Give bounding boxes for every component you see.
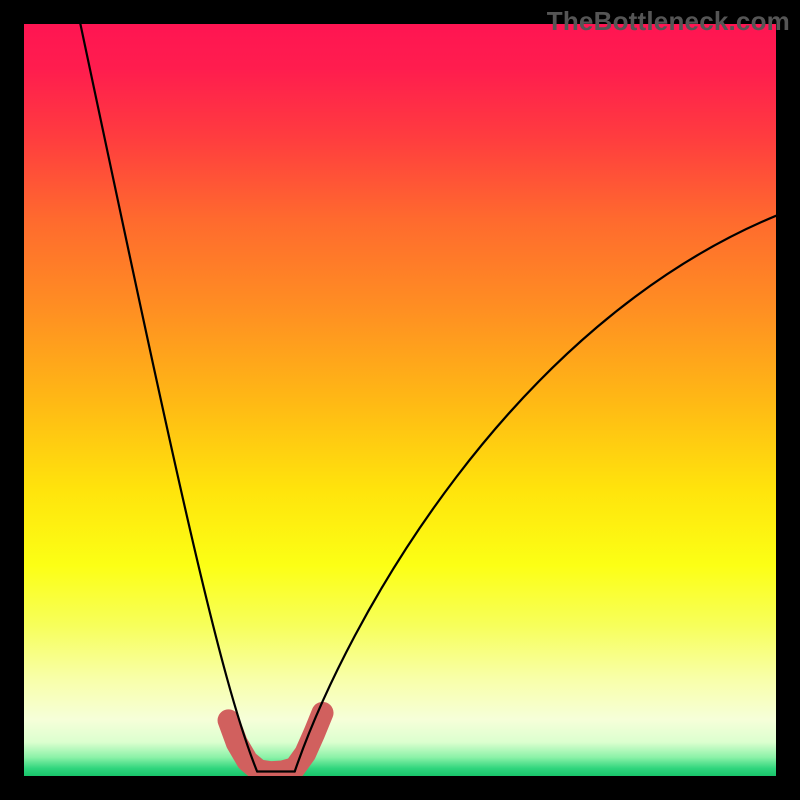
watermark-text: TheBottleneck.com bbox=[547, 6, 790, 37]
bottleneck-curve-chart bbox=[0, 0, 800, 800]
chart-frame: TheBottleneck.com bbox=[0, 0, 800, 800]
chart-background bbox=[24, 24, 776, 776]
